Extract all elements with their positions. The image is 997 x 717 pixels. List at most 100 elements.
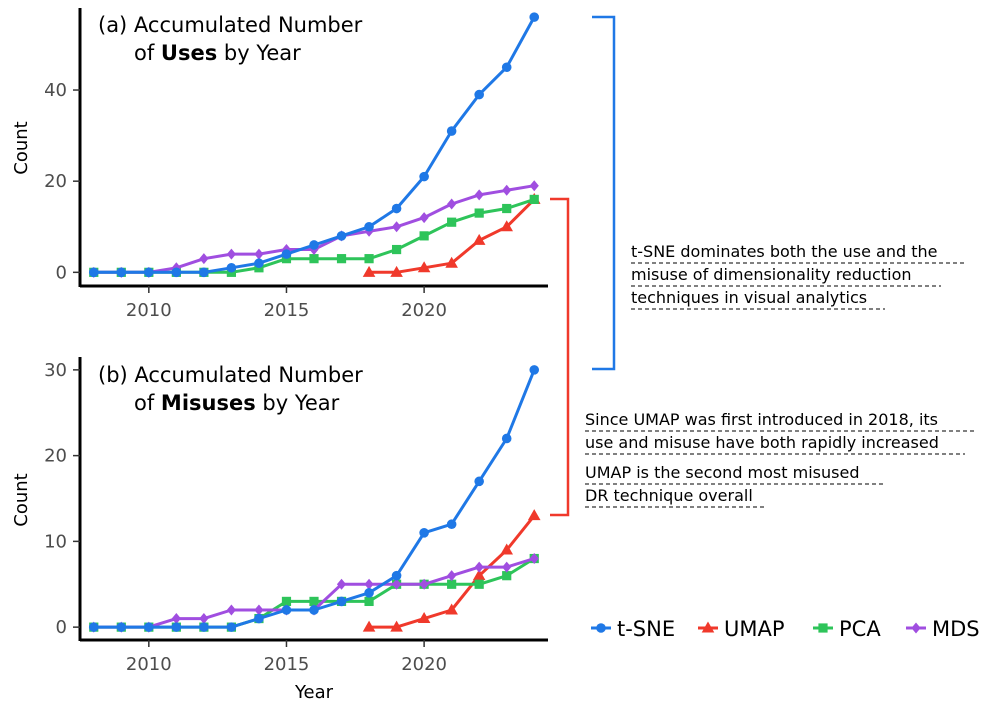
umap-bracket: [550, 197, 570, 517]
data-point: [364, 588, 374, 598]
series-pca: [89, 553, 539, 632]
series-mds: [89, 553, 539, 633]
annotation-line: Since UMAP was first introduced in 2018,…: [585, 410, 938, 429]
data-point: [474, 476, 484, 487]
data-point: [199, 253, 209, 265]
legend-item-umap: UMAP: [698, 617, 785, 641]
data-point: [391, 578, 402, 590]
series-group: [88, 365, 541, 633]
data-point: [144, 622, 154, 632]
series-pca: [89, 194, 539, 277]
data-point: [364, 221, 374, 232]
data-point: [391, 203, 402, 214]
title-emphasis: Misuses: [161, 391, 256, 415]
data-point: [254, 258, 264, 269]
data-point: [472, 233, 486, 245]
legend-item-pca: PCA: [813, 617, 881, 641]
data-point: [502, 561, 512, 573]
data-point: [529, 12, 540, 22]
data-point: [226, 604, 237, 616]
annotation-line: t-SNE dominates both the use and the: [631, 242, 937, 261]
panel-uses: Count 0 20 40 2010 2015 2020 (a) Accumulated …: [11, 8, 548, 321]
data-point: [447, 217, 457, 227]
legend-label: PCA: [839, 617, 881, 641]
data-point: [474, 189, 484, 201]
data-point: [391, 570, 402, 581]
panel-title-line1: (a) Accumulated Number: [98, 13, 363, 37]
panel-title-line1: (b) Accumulated Number: [98, 363, 363, 387]
data-point: [446, 519, 457, 530]
umap-annotation-1: Since UMAP was first introduced in 2018,…: [585, 410, 975, 455]
legend: t-SNE UMAP PCA MDS: [591, 617, 980, 641]
data-point: [116, 267, 127, 278]
data-point: [502, 203, 512, 214]
data-point: [445, 603, 458, 615]
tick-group: 0 10 20 30 2010 2015 2020: [44, 360, 447, 675]
data-point: [362, 265, 376, 277]
data-point: [116, 622, 127, 632]
x-tick-label: 2020: [401, 654, 447, 675]
data-point: [88, 622, 99, 632]
data-point: [446, 126, 457, 136]
y-tick-label: 0: [56, 262, 67, 283]
data-point: [419, 231, 429, 241]
y-tick-label: 40: [44, 80, 67, 101]
data-point: [529, 194, 539, 205]
data-point: [144, 267, 154, 278]
data-point: [419, 578, 429, 590]
data-point: [364, 578, 374, 590]
y-tick-label: 10: [44, 531, 67, 552]
data-point: [336, 578, 347, 590]
legend-label: UMAP: [724, 617, 785, 641]
data-point: [502, 571, 512, 581]
data-point: [171, 622, 182, 632]
data-point: [309, 240, 319, 250]
y-tick-label: 20: [44, 171, 67, 192]
data-point: [309, 605, 319, 615]
data-point: [226, 622, 237, 632]
legend-marker: [701, 621, 715, 633]
series-t-sne: [88, 365, 540, 632]
annotation-line: DR technique overall: [585, 486, 753, 505]
panel-title-line2: of Uses by Year: [134, 41, 301, 65]
series-t-sne: [88, 12, 540, 278]
series-line: [93, 557, 535, 629]
data-point: [417, 612, 431, 624]
data-point: [171, 613, 181, 625]
data-point: [501, 433, 512, 444]
data-point: [391, 221, 402, 233]
data-point: [336, 254, 347, 264]
data-point: [500, 220, 514, 232]
data-point: [254, 604, 264, 616]
y-tick-label: 0: [56, 617, 67, 638]
data-point: [447, 198, 457, 210]
panel-title: (b) Accumulated Number: [98, 363, 363, 387]
data-point: [472, 569, 486, 581]
x-tick-label: 2015: [264, 654, 310, 675]
data-point: [527, 509, 541, 521]
series-umap: [362, 509, 541, 632]
data-point: [445, 256, 458, 268]
data-point: [362, 620, 376, 632]
data-point: [447, 579, 457, 589]
data-point: [474, 208, 484, 218]
data-point: [254, 248, 264, 260]
legend-item-mds: MDS: [906, 617, 980, 641]
data-point: [529, 180, 539, 192]
data-point: [226, 262, 237, 273]
y-tick-label: 20: [44, 446, 67, 467]
data-point: [171, 267, 182, 278]
legend-marker: [818, 623, 828, 633]
tsne-annotation: t-SNE dominates both the use and the mis…: [631, 242, 966, 310]
title-emphasis: Uses: [161, 41, 217, 65]
data-point: [281, 596, 292, 607]
series-line: [93, 557, 535, 629]
series-group: [88, 12, 541, 278]
legend-label: t-SNE: [617, 617, 675, 641]
data-point: [309, 254, 319, 264]
umap-annotation-2: UMAP is the second most misused DR techn…: [585, 463, 883, 508]
data-point: [336, 596, 347, 607]
data-point: [419, 212, 429, 224]
data-point: [417, 261, 431, 273]
data-point: [88, 267, 99, 278]
